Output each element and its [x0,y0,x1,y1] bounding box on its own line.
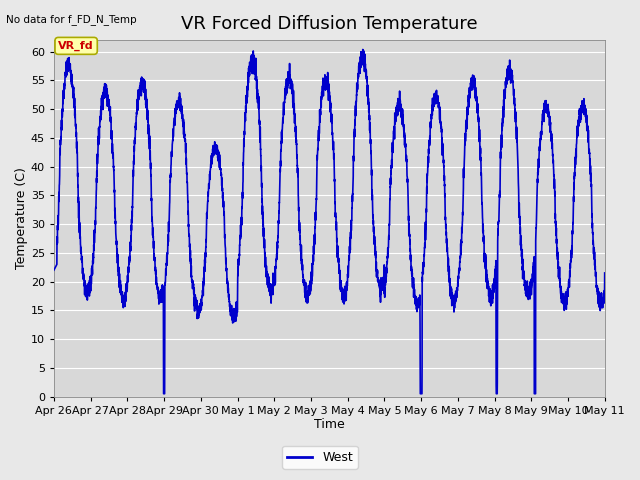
Text: VR_fd: VR_fd [58,41,94,51]
Y-axis label: Temperature (C): Temperature (C) [15,168,28,269]
Title: VR Forced Diffusion Temperature: VR Forced Diffusion Temperature [181,15,477,33]
X-axis label: Time: Time [314,419,345,432]
Legend: West: West [282,446,358,469]
Text: No data for f_FD_N_Temp: No data for f_FD_N_Temp [6,14,137,25]
